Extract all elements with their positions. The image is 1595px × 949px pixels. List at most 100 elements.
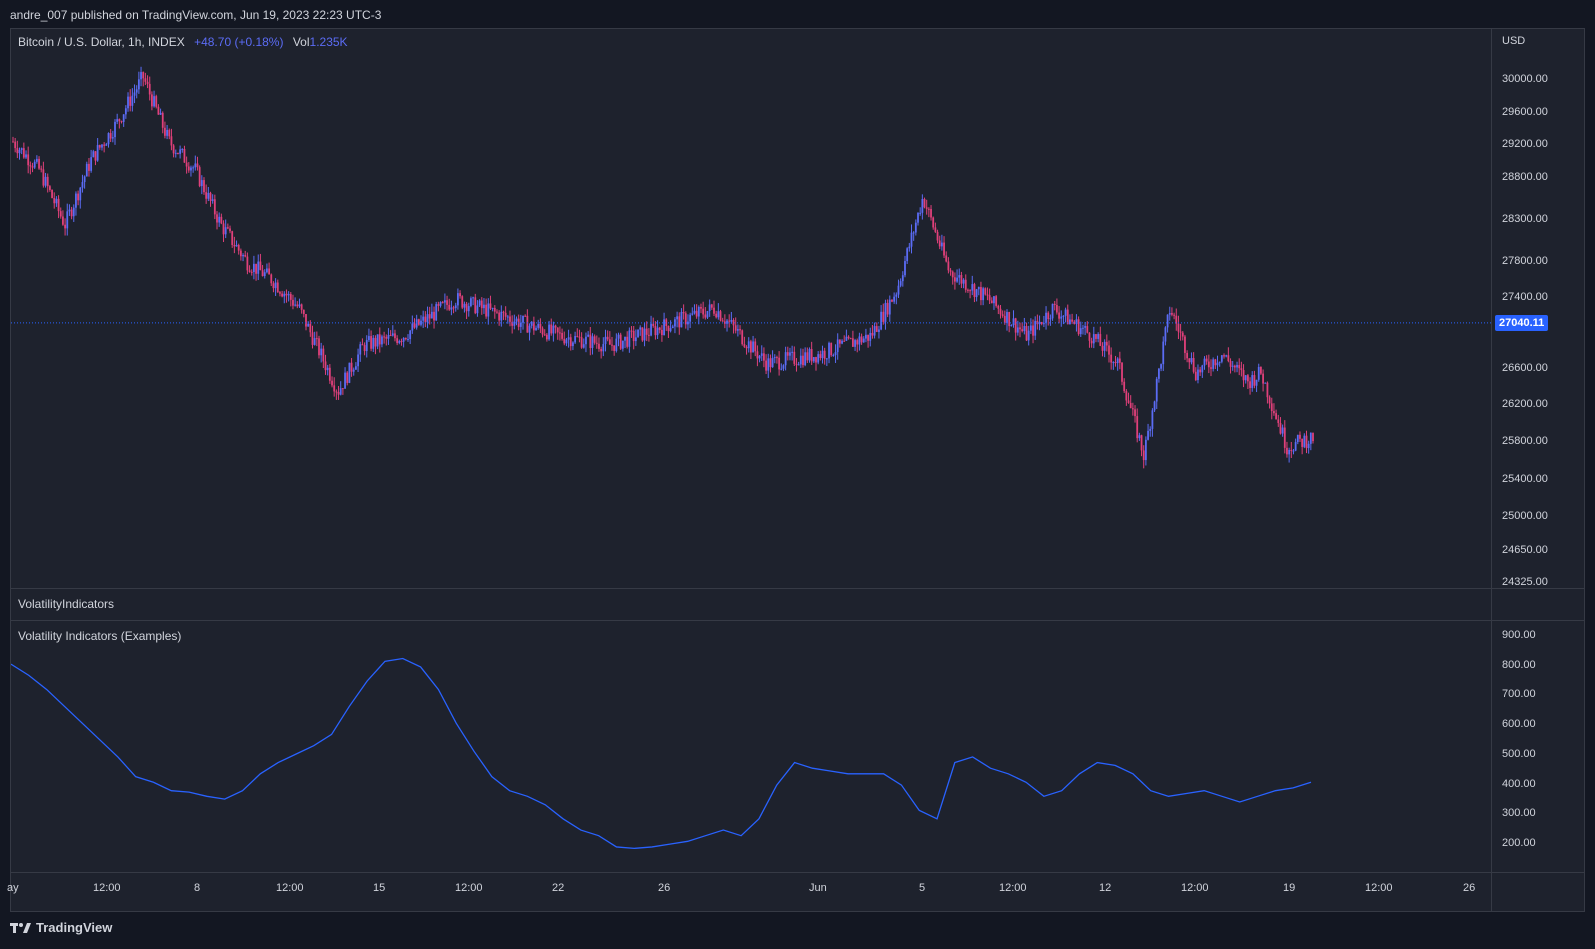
candle-body: [730, 320, 733, 322]
candle-body: [103, 144, 106, 146]
candle-body: [993, 296, 995, 304]
candle-body: [786, 352, 789, 356]
indicator-tick-label: 300.00: [1502, 807, 1536, 819]
candle-body: [713, 307, 715, 314]
candle-body: [1056, 305, 1058, 313]
candle-body: [289, 294, 292, 300]
pane-separator-2[interactable]: [11, 620, 1584, 621]
candle-body: [962, 279, 965, 284]
candle-body: [1190, 358, 1193, 363]
pane-separator[interactable]: [11, 588, 1584, 589]
candle-body: [467, 306, 470, 312]
candle-body: [1299, 434, 1301, 439]
candle-body: [433, 311, 435, 321]
candle-body: [1001, 314, 1004, 316]
candle-body: [120, 121, 123, 123]
price-pane[interactable]: Bitcoin / U.S. Dollar, 1h, INDEX +48.70 …: [11, 29, 1491, 588]
indicator-pane[interactable]: Volatility Indicators (Examples): [11, 621, 1491, 872]
candle-body: [263, 272, 266, 277]
candle-body: [956, 277, 958, 282]
candle-body: [1138, 435, 1141, 439]
candle-body: [242, 254, 244, 257]
candle-body: [472, 297, 475, 299]
candle-body: [44, 176, 47, 186]
candle-body: [656, 327, 659, 336]
candle-body: [320, 348, 323, 356]
candle-body: [556, 327, 559, 333]
candle-body: [804, 352, 807, 366]
time-tick-label: 12:00: [276, 882, 304, 894]
candle-body: [515, 318, 518, 322]
candle-body: [854, 340, 856, 347]
candle-body: [1025, 326, 1028, 341]
candle-body: [789, 352, 791, 356]
candle-body: [906, 248, 909, 262]
indicator-axis[interactable]: 900.00 800.00 700.00 600.00 500.00 400.00 300.…: [1491, 621, 1584, 872]
candle-body: [337, 392, 340, 395]
candle-body: [973, 284, 976, 298]
candle-body: [1097, 334, 1100, 339]
candle-body: [133, 92, 136, 96]
candle-body: [808, 349, 811, 361]
candle-body: [1312, 432, 1314, 442]
candle-body: [1179, 331, 1182, 333]
candle-body: [346, 372, 349, 383]
candle-body: [867, 334, 869, 341]
candle-body: [506, 316, 509, 318]
candle-body: [1151, 410, 1154, 429]
candle-body: [1162, 341, 1165, 365]
candle-body: [135, 89, 138, 93]
candle-body: [183, 149, 186, 163]
time-axis[interactable]: ay 12:00 8 12:00 15 12:00 22 26 Jun 5 12:00 12 12:00…: [7, 873, 1491, 911]
candle-body: [48, 186, 51, 190]
candle-body: [741, 330, 744, 345]
candle-body: [372, 337, 375, 349]
candle-body: [680, 311, 683, 328]
candle-body: [1303, 435, 1306, 447]
indicator-chart[interactable]: [11, 621, 1491, 872]
candle-body: [1062, 315, 1065, 317]
candle-body: [524, 315, 527, 317]
price-axis[interactable]: USD 30000.00 29600.00 29200.00 28800.00 2830…: [1491, 29, 1584, 588]
candle-body: [526, 315, 529, 333]
candle-body: [619, 334, 622, 349]
candle-body: [771, 357, 774, 368]
candle-body: [38, 158, 40, 169]
candle-body: [715, 313, 718, 318]
price-chart[interactable]: [11, 29, 1491, 588]
candle-body: [1144, 439, 1147, 461]
candle-body: [1051, 303, 1054, 319]
candle-body: [969, 290, 971, 292]
candle-body: [402, 337, 405, 342]
candle-body: [1305, 435, 1308, 449]
candle-body: [318, 338, 320, 356]
candle-body: [758, 355, 761, 359]
indicator-title: Volatility Indicators (Examples): [18, 629, 182, 643]
candle-body: [658, 327, 661, 330]
candle-body: [990, 300, 993, 304]
candle-body: [131, 95, 134, 106]
candle-body: [109, 133, 112, 139]
candle-body: [843, 340, 846, 342]
candle-body: [1049, 318, 1052, 320]
candle-body: [704, 314, 707, 318]
candle-body: [476, 305, 479, 314]
candle-body: [420, 320, 422, 325]
candle-body: [565, 339, 568, 344]
candle-body: [459, 293, 461, 297]
candle-body: [70, 209, 73, 217]
candle-body: [1149, 428, 1152, 431]
footer-brand[interactable]: TradingView: [10, 920, 112, 935]
time-tick-label: 8: [194, 882, 201, 894]
candle-body: [1084, 326, 1087, 328]
candle-body: [721, 320, 724, 322]
candle-body: [1238, 365, 1241, 369]
footer-brand-label: TradingView: [36, 920, 113, 935]
candle-body: [780, 368, 783, 370]
candle-body: [192, 167, 195, 169]
candle-body: [1220, 355, 1223, 362]
candle-body: [1006, 312, 1008, 323]
candle-body: [83, 176, 86, 183]
candle-body: [1242, 370, 1245, 381]
candle-body: [938, 240, 941, 247]
